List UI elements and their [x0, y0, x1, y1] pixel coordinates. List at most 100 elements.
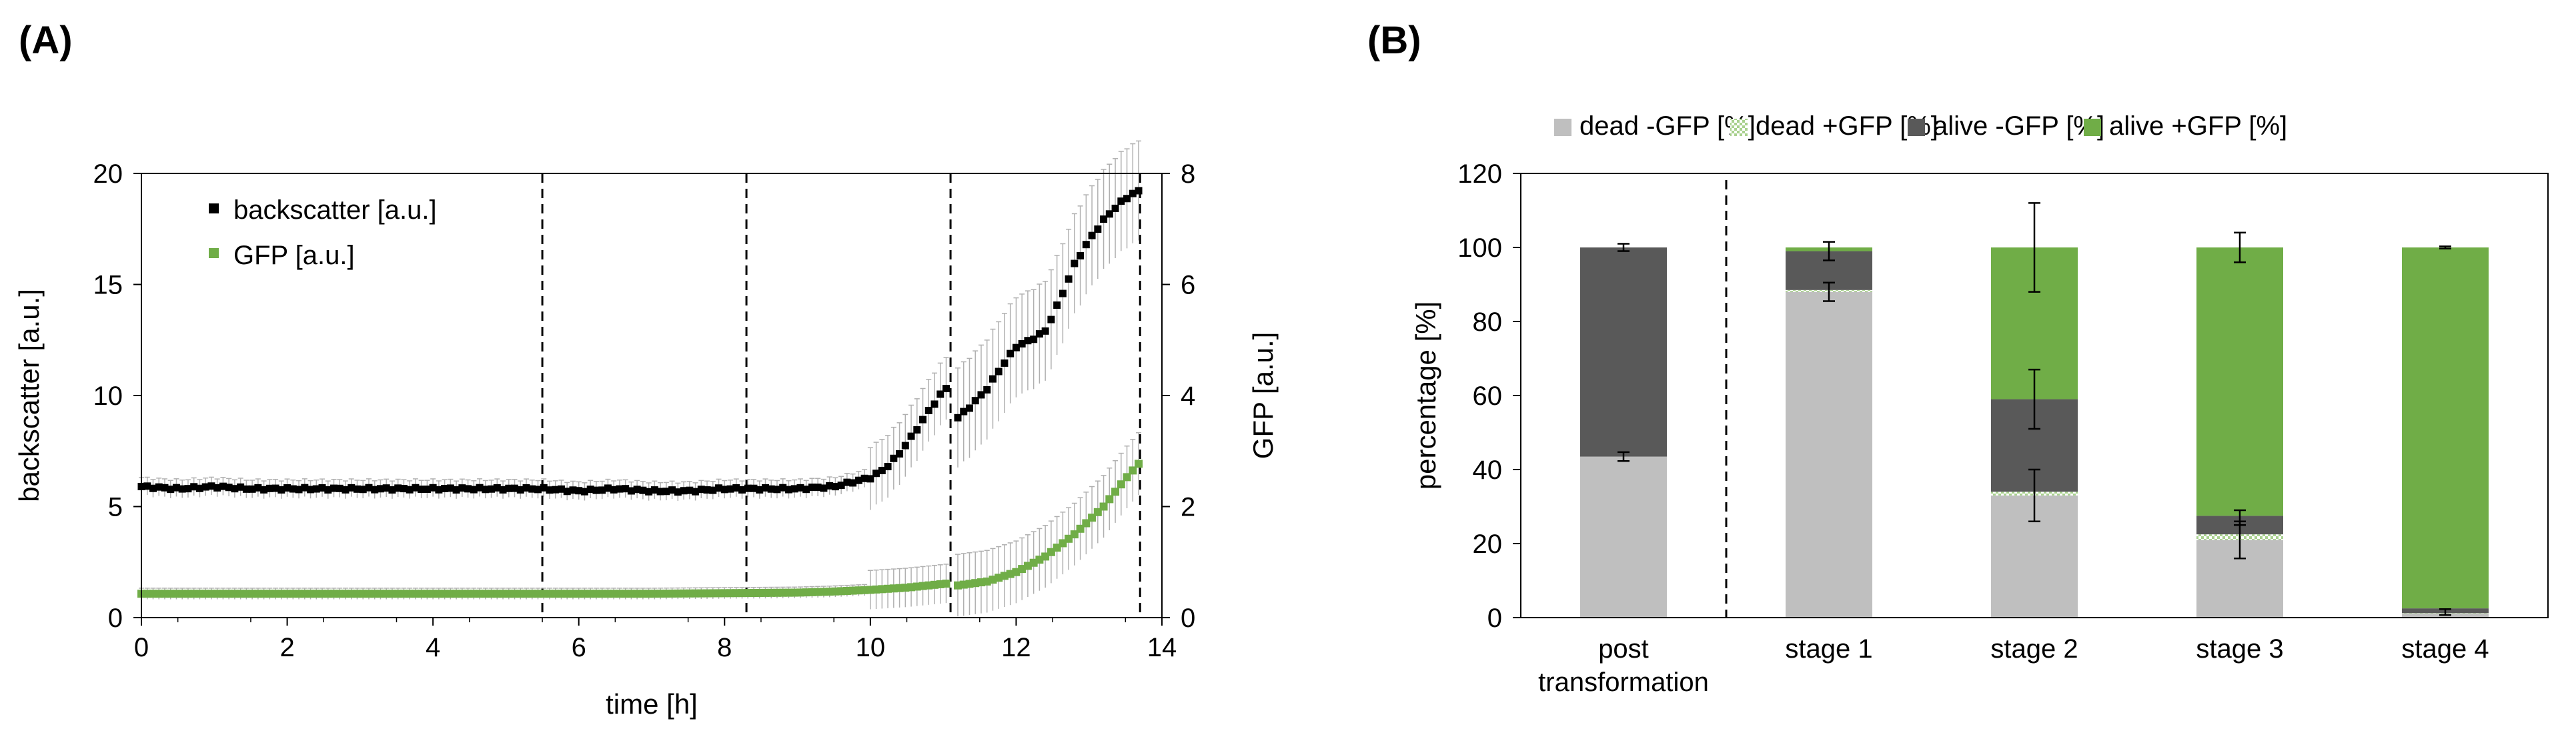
data-point — [569, 486, 577, 494]
data-point — [446, 484, 454, 492]
legend-marker-gfp — [209, 248, 219, 258]
legend-swatch — [1554, 119, 1571, 136]
data-point — [1088, 231, 1096, 239]
data-point — [674, 488, 682, 496]
data-point — [1071, 259, 1079, 267]
data-point — [528, 485, 536, 493]
data-point — [184, 485, 192, 493]
x-tick-label: 12 — [1001, 633, 1031, 662]
panel-a-y2-axis-title: GFP [a.u.] — [1247, 332, 1279, 460]
data-point — [820, 484, 828, 492]
data-point — [592, 486, 600, 494]
data-point — [412, 484, 420, 492]
data-point — [814, 484, 822, 492]
bar-segment — [1786, 291, 1872, 618]
data-point — [371, 486, 379, 494]
data-point — [195, 484, 203, 492]
data-point — [1135, 460, 1143, 468]
data-point — [633, 486, 641, 494]
y-tick-label: 120 — [1457, 159, 1502, 189]
data-point — [942, 385, 950, 393]
data-point — [277, 486, 285, 494]
data-point — [826, 482, 834, 490]
data-point — [790, 485, 798, 493]
data-point — [767, 485, 775, 493]
data-point — [1018, 339, 1026, 347]
data-point — [552, 486, 560, 494]
data-point — [890, 454, 898, 462]
bar-segment — [1580, 247, 1667, 457]
x-tick-label: 8 — [717, 633, 732, 662]
data-point — [464, 485, 472, 493]
legend-label: alive -GFP [%] — [1933, 111, 2104, 141]
category-label: stage 4 — [2401, 634, 2489, 664]
data-point — [295, 486, 303, 494]
panel-label-a: (A) — [19, 19, 73, 62]
x-tick-label: 2 — [279, 633, 294, 662]
data-point — [400, 485, 408, 493]
data-point — [954, 414, 962, 422]
data-point — [622, 485, 630, 493]
data-point — [201, 483, 209, 491]
data-point — [715, 484, 723, 492]
data-point — [248, 485, 256, 493]
x-tick-label: 6 — [572, 633, 586, 662]
y-tick-label: 40 — [1473, 456, 1503, 485]
data-point — [580, 488, 588, 496]
data-point — [1065, 275, 1073, 283]
data-point — [376, 485, 384, 493]
data-point — [656, 488, 664, 496]
data-point — [429, 484, 437, 492]
data-point — [1059, 289, 1067, 297]
data-point — [394, 484, 402, 492]
data-point — [1077, 251, 1085, 259]
data-point — [219, 482, 227, 490]
data-point — [254, 484, 262, 492]
data-point — [242, 485, 250, 493]
data-point — [837, 482, 845, 490]
data-point — [965, 404, 973, 412]
data-point — [884, 463, 892, 471]
data-point — [773, 486, 781, 494]
panel-a-plot-frame — [141, 173, 1163, 618]
data-point — [353, 485, 361, 493]
data-point — [586, 486, 594, 494]
data-point — [575, 487, 583, 495]
data-point — [441, 484, 449, 492]
legend-swatch — [1908, 119, 1925, 136]
data-point — [546, 486, 554, 494]
data-point — [598, 486, 606, 494]
data-point — [720, 486, 728, 494]
data-point — [563, 488, 571, 496]
data-point — [1129, 189, 1137, 197]
data-point — [207, 482, 215, 490]
data-point — [271, 484, 279, 492]
data-point — [1111, 488, 1120, 496]
data-point — [610, 486, 618, 494]
x-tick-label: 10 — [856, 633, 886, 662]
data-point — [172, 484, 180, 492]
data-point — [1047, 315, 1055, 323]
data-point — [808, 484, 816, 492]
data-point — [1001, 359, 1009, 367]
data-point — [470, 486, 478, 494]
y-tick-label: 20 — [93, 159, 123, 189]
data-point — [260, 486, 268, 494]
data-point — [342, 486, 350, 494]
category-label: stage 3 — [2196, 634, 2283, 664]
legend-marker-backscatter — [209, 203, 219, 213]
data-point — [750, 484, 758, 492]
y-tick-label: 100 — [1457, 233, 1502, 263]
data-point — [265, 484, 273, 492]
data-point — [161, 484, 169, 492]
data-point — [493, 484, 501, 492]
data-point — [499, 486, 507, 494]
data-point — [167, 486, 175, 494]
data-point — [143, 482, 151, 490]
legend-label: dead -GFP [%] — [1579, 111, 1756, 141]
data-point — [1024, 337, 1032, 345]
data-point — [435, 486, 443, 494]
bar-segment — [2196, 247, 2283, 516]
data-point — [1111, 204, 1119, 212]
y2-tick-label: 4 — [1181, 382, 1195, 411]
